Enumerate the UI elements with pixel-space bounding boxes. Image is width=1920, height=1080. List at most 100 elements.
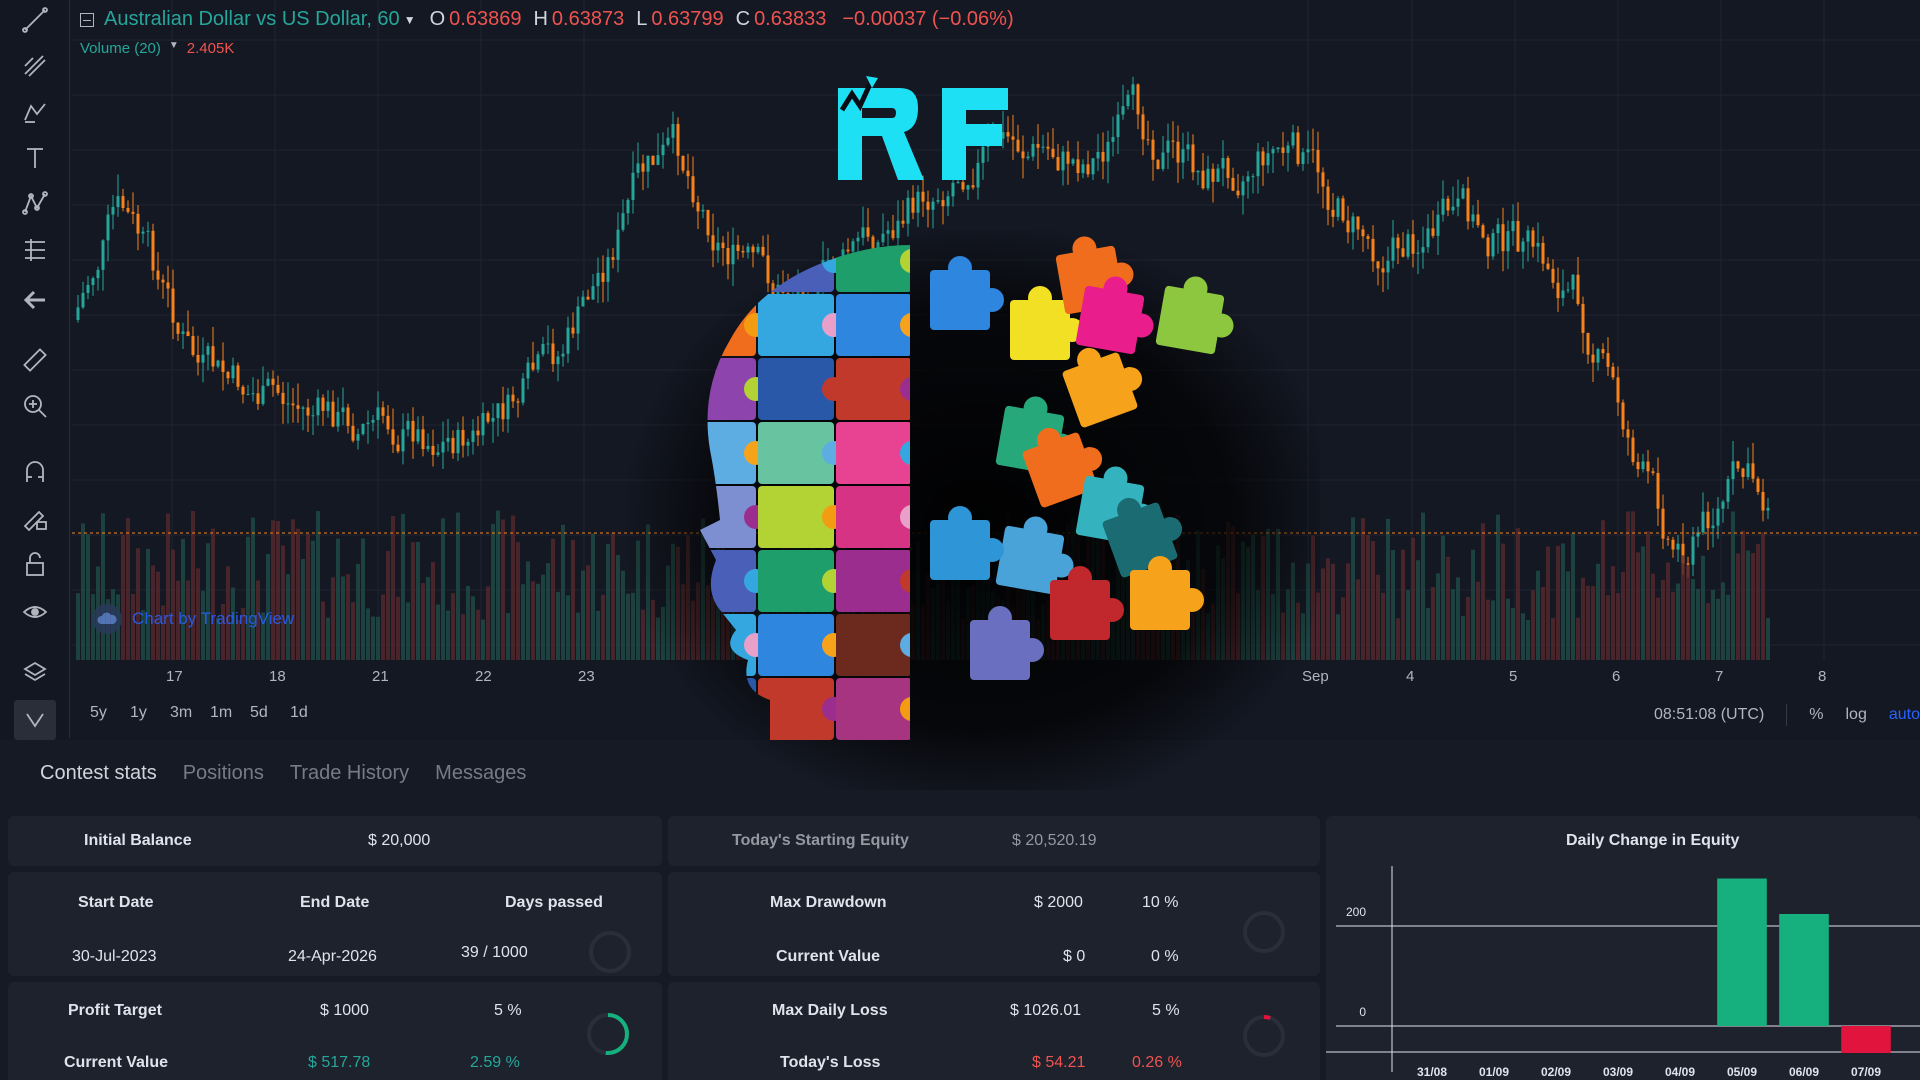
profit-target-label: Profit Target (68, 1002, 162, 1019)
measure-tool-icon[interactable] (14, 230, 56, 270)
puzzle-head-illustration (620, 230, 1320, 790)
equity-ytick-label: 0 (1359, 1005, 1366, 1019)
ohlc-open-value: 0.63869 (449, 8, 522, 30)
collapse-legend-icon[interactable] (80, 12, 94, 27)
profit-card: Profit Target $ 1000 5 % Current Value $… (8, 982, 662, 1080)
ohlc-low-label: L (636, 8, 648, 30)
daily-loss-progress-ring (1243, 1015, 1285, 1057)
pattern-tool-icon[interactable] (14, 184, 56, 224)
clock-time[interactable]: 08:51:08 (UTC) (1654, 706, 1765, 723)
eye-icon[interactable] (14, 592, 56, 632)
equity-bar[interactable] (1717, 878, 1767, 1027)
starting-equity-label: Today's Starting Equity (732, 832, 909, 849)
dd-current-pct: 0 % (1151, 948, 1179, 965)
object-tree-icon[interactable] (14, 700, 56, 740)
time-axis-label: 23 (578, 668, 595, 685)
drawing-toolbar (0, 0, 70, 740)
brush-tool-icon[interactable] (14, 92, 56, 132)
panel-tabs: Contest stats Positions Trade History Me… (40, 762, 526, 785)
percent-scale-button[interactable]: % (1809, 706, 1824, 723)
end-date-value: 24-Apr-2026 (288, 948, 377, 965)
ohlc-open-label: O (429, 8, 446, 30)
time-axis[interactable]: 17 18 21 22 23 Sep 4 5 6 7 8 (72, 662, 1920, 692)
trendline-tool-icon[interactable] (14, 0, 56, 40)
range-button-1d[interactable]: 1d (290, 704, 308, 721)
time-axis-label: 18 (269, 668, 286, 685)
tab-contest-stats[interactable]: Contest stats (40, 762, 157, 784)
time-axis-label: 7 (1715, 668, 1724, 685)
days-progress-ring (589, 931, 631, 973)
profit-target-value: $ 1000 (320, 1002, 369, 1019)
today-loss-value: $ 54.21 (1032, 1054, 1086, 1071)
text-tool-icon[interactable] (14, 138, 56, 178)
profit-target-pct: 5 % (494, 1002, 522, 1019)
back-arrow-icon[interactable] (14, 280, 56, 320)
drawdown-card: Max Drawdown $ 2000 10 % Current Value $… (668, 872, 1320, 976)
time-axis-label: 22 (475, 668, 492, 685)
time-axis-label: Sep (1302, 668, 1329, 685)
max-drawdown-label: Max Drawdown (770, 894, 887, 911)
equity-bar[interactable] (1841, 1026, 1891, 1053)
zoom-in-icon[interactable] (14, 386, 56, 426)
equity-chart-title: Daily Change in Equity (1566, 832, 1740, 849)
range-button-3m[interactable]: 3m (170, 704, 193, 721)
contest-panel: Contest stats Positions Trade History Me… (0, 740, 1920, 1080)
daily-equity-bar-chart: 0 200 31/08 01/09 02/09 03/09 04/09 05/09 06/09 0… (1326, 866, 1920, 1079)
drawdown-progress-ring (1243, 911, 1285, 953)
range-button-1m[interactable]: 1m (210, 704, 233, 721)
tradingview-credit[interactable]: Chart by TradingView (92, 604, 294, 634)
log-scale-button[interactable]: log (1845, 706, 1867, 723)
current-value-label: Current Value (64, 1054, 169, 1071)
time-axis-label: 8 (1818, 668, 1827, 685)
dates-card: Start Date 30-Jul-2023 End Date 24-Apr-2… (8, 872, 662, 976)
auto-scale-button[interactable]: auto (1888, 706, 1920, 723)
unlock-icon[interactable] (14, 544, 56, 584)
equity-xtick-label: 01/09 (1479, 1065, 1509, 1079)
today-loss-pct: 0.26 % (1132, 1054, 1182, 1071)
days-passed-value: 39 / 1000 (461, 944, 528, 961)
tab-positions[interactable]: Positions (182, 762, 264, 784)
fib-tool-icon[interactable] (14, 46, 56, 86)
symbol-dropdown-icon[interactable]: ▼ (403, 12, 416, 27)
end-date-label: End Date (300, 894, 370, 911)
logo-text: RF (838, 70, 840, 71)
magnet-icon[interactable] (14, 452, 56, 492)
dd-current-label: Current Value (776, 948, 881, 965)
credit-text[interactable]: Chart by TradingView (132, 609, 295, 628)
rf-logo: RF (838, 70, 1008, 180)
layers-icon[interactable] (14, 652, 56, 692)
days-passed-label: Days passed (505, 894, 603, 911)
divider (1786, 704, 1788, 726)
equity-bar[interactable] (1779, 914, 1829, 1026)
equity-xtick-label: 06/09 (1789, 1065, 1819, 1079)
tab-messages[interactable]: Messages (435, 762, 527, 784)
equity-xtick-label: 04/09 (1665, 1065, 1695, 1079)
equity-xtick-label: 31/08 (1417, 1065, 1447, 1079)
max-daily-loss-pct: 5 % (1152, 1002, 1180, 1019)
range-button-1y[interactable]: 1y (130, 704, 147, 721)
volume-dropdown-icon[interactable]: ▼ (168, 40, 179, 51)
ruler-icon[interactable] (14, 340, 56, 380)
dd-current-value: $ 0 (1063, 948, 1086, 965)
lock-drawings-pencil-icon[interactable] (14, 498, 56, 538)
volume-value: 2.405K (186, 40, 235, 57)
time-axis-label: 6 (1612, 668, 1621, 685)
time-axis-label: 21 (372, 668, 389, 685)
symbol-legend: Australian Dollar vs US Dollar, 60 ▼ O 0.… (80, 8, 1014, 31)
range-button-5y[interactable]: 5y (90, 704, 107, 721)
time-axis-label: 5 (1509, 668, 1518, 685)
start-date-value: 30-Jul-2023 (72, 948, 157, 965)
tradingview-cloud-icon (92, 604, 122, 634)
start-date-label: Start Date (78, 894, 154, 911)
equity-chart-card: Daily Change in Equity 0 200 31/08 01/09 02/… (1326, 816, 1920, 1080)
symbol-title[interactable]: Australian Dollar vs US Dollar, 60 (104, 8, 400, 30)
range-button-5d[interactable]: 5d (250, 704, 268, 721)
volume-label[interactable]: Volume (20) (80, 40, 161, 57)
today-loss-label: Today's Loss (780, 1054, 881, 1071)
max-daily-loss-label: Max Daily Loss (772, 1002, 888, 1019)
time-axis-label: 17 (166, 668, 183, 685)
initial-balance-label: Initial Balance (84, 832, 192, 849)
equity-xtick-label: 05/09 (1727, 1065, 1757, 1079)
ohlc-close-label: C (735, 8, 751, 30)
tab-trade-history[interactable]: Trade History (289, 762, 410, 784)
